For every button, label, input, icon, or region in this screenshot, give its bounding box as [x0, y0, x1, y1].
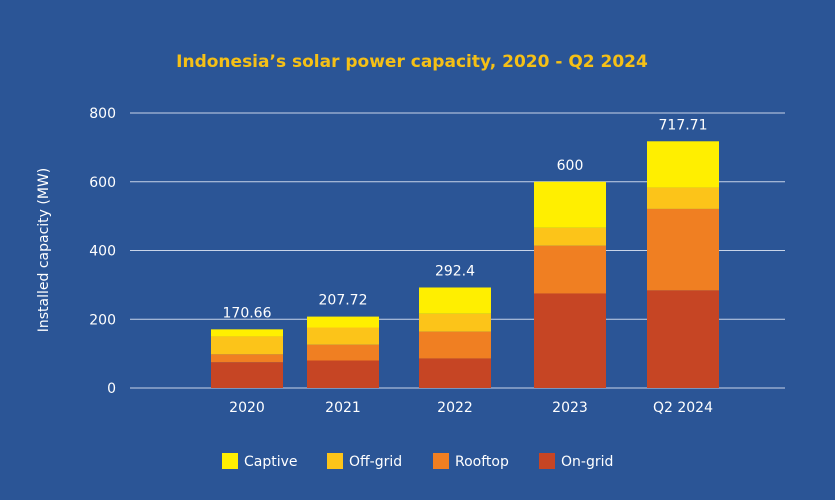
bar-segment-on-grid-0: [211, 362, 283, 388]
bar-segment-rooftop-4: [647, 208, 719, 291]
bar-segment-rooftop-0: [211, 354, 283, 363]
bar-segment-off-grid-0: [211, 336, 283, 355]
y-tick-label: 600: [89, 175, 116, 191]
legend: Captive Off-grid Rooftop On-grid: [222, 453, 613, 470]
bar-segment-rooftop-2: [419, 331, 491, 359]
bar-segment-rooftop-3: [534, 245, 606, 294]
chart-title: Indonesia’s solar power capacity, 2020 -…: [176, 52, 648, 72]
total-label: 600: [557, 158, 584, 174]
x-tick-label: Q2 2024: [653, 400, 713, 416]
bar-segment-captive-0: [211, 329, 283, 337]
bar-segment-captive-1: [307, 316, 379, 328]
bar-segment-off-grid-3: [534, 227, 606, 246]
bar-segment-rooftop-1: [307, 344, 379, 361]
x-tick-label: 2023: [552, 400, 588, 416]
total-label: 207.72: [319, 293, 368, 309]
legend-label-off-grid: Off-grid: [349, 454, 402, 470]
total-label: 717.71: [659, 117, 708, 133]
bar-segment-off-grid-2: [419, 313, 491, 332]
legend-swatch-captive: [222, 453, 238, 469]
bar-segment-on-grid-3: [534, 293, 606, 388]
bar-segment-off-grid-4: [647, 187, 719, 209]
total-labels: 170.66 207.72 292.4 600 717.71: [223, 117, 708, 321]
legend-swatch-on-grid: [539, 453, 555, 469]
total-label: 292.4: [435, 263, 475, 279]
y-tick-label: 0: [107, 381, 116, 397]
legend-label-on-grid: On-grid: [561, 454, 613, 470]
bars: [211, 141, 719, 388]
y-tick-label: 400: [89, 244, 116, 260]
y-axis-label: Installed capacity (MW): [36, 168, 52, 333]
y-axis-ticks: 0 200 400 600 800: [89, 106, 116, 397]
bar-segment-captive-3: [534, 181, 606, 228]
total-label: 170.66: [223, 305, 272, 321]
legend-swatch-rooftop: [433, 453, 449, 469]
bar-segment-on-grid-1: [307, 360, 379, 388]
x-tick-label: 2020: [229, 400, 265, 416]
bar-segment-off-grid-1: [307, 327, 379, 345]
x-tick-label: 2022: [437, 400, 473, 416]
legend-label-rooftop: Rooftop: [455, 454, 509, 470]
bar-segment-on-grid-2: [419, 358, 491, 388]
x-tick-label: 2021: [325, 400, 361, 416]
bar-segment-on-grid-4: [647, 290, 719, 388]
y-tick-label: 800: [89, 106, 116, 122]
y-tick-label: 200: [89, 312, 116, 328]
bar-segment-captive-4: [647, 141, 719, 188]
x-axis-ticks: 2020 2021 2022 2023 Q2 2024: [229, 400, 713, 416]
bar-segment-captive-2: [419, 287, 491, 314]
legend-swatch-off-grid: [327, 453, 343, 469]
legend-label-captive: Captive: [244, 454, 298, 470]
